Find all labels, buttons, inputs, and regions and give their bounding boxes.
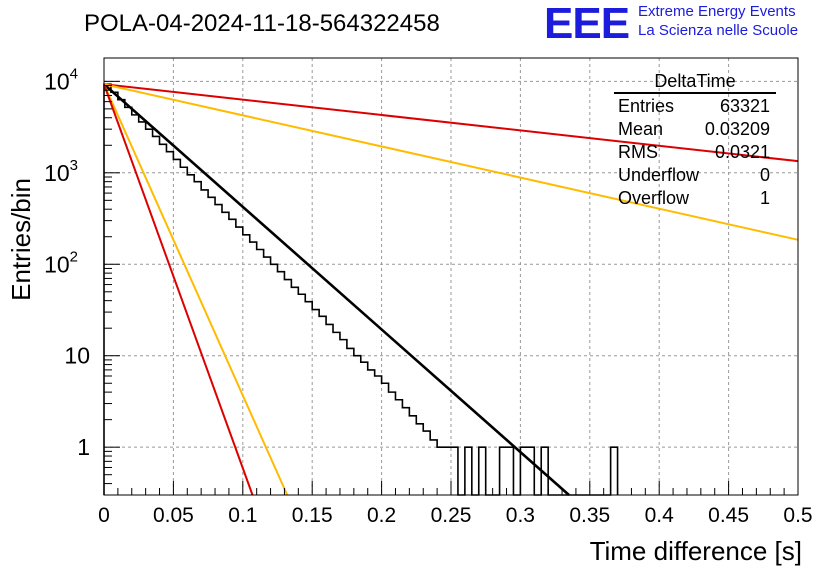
x-tick-label: 0.35 [569, 504, 610, 527]
stats-row-rms: RMS 0.0321 [610, 141, 780, 164]
stats-label: Entries [618, 96, 675, 116]
fit-line [103, 83, 799, 163]
fit-line [103, 83, 799, 241]
stats-label: Overflow [618, 188, 690, 208]
y-axis-label: Entries/bin [6, 178, 36, 301]
stats-box: DeltaTime Entries 63321 Mean 0.03209 RMS… [610, 70, 780, 210]
stats-label: Underflow [618, 165, 700, 185]
stats-row-entries: Entries 63321 [610, 95, 780, 118]
chart-title: POLA-04-2024-11-18-564322458 [84, 10, 440, 37]
stats-value: 0.03209 [704, 119, 770, 139]
y-axis-ticks: 1 10 102 103 104 [44, 65, 120, 496]
x-tick-label: 0.25 [431, 504, 472, 527]
fit-lines [103, 83, 799, 496]
x-tick-label: 0.05 [153, 504, 194, 527]
x-tick-label: 0.1 [228, 504, 257, 527]
stats-value: 0 [759, 165, 770, 185]
y-tick-label: 10 [64, 343, 90, 369]
x-tick-label: 0.15 [292, 504, 333, 527]
y-tick-label: 1 [77, 434, 90, 460]
x-tick-label: 0.5 [783, 504, 812, 527]
y-tick-label: 104 [44, 65, 78, 94]
histogram-bars [103, 83, 619, 496]
logo-subtitle-2: La Scienza nelle Scuole [638, 22, 799, 39]
logo-subtitle-1: Extreme Energy Events [638, 3, 796, 20]
x-axis-label: Time difference [s] [590, 536, 802, 566]
stats-label: RMS [618, 142, 658, 162]
y-tick-label: 103 [44, 157, 78, 186]
stats-row-underflow: Underflow 0 [610, 164, 780, 187]
x-tick-label: 0.3 [506, 504, 535, 527]
x-tick-label: 0.2 [367, 504, 396, 527]
stats-name: DeltaTime [614, 70, 776, 94]
x-tick-label: 0.4 [645, 504, 675, 527]
stats-label: Mean [618, 119, 664, 139]
grid-lines [104, 58, 798, 495]
stats-row-overflow: Overflow 1 [610, 187, 780, 210]
stats-value: 1 [759, 188, 770, 208]
eee-logo: EEE [544, 0, 630, 48]
x-tick-label: 0 [98, 504, 110, 527]
stats-value: 63321 [719, 96, 770, 116]
fit-line [103, 83, 289, 496]
fit-line [103, 83, 254, 496]
y-tick-label: 102 [44, 248, 78, 277]
x-tick-label: 0.45 [708, 504, 749, 527]
x-axis-ticks: 0 0.05 0.1 0.15 0.2 0.25 0.3 0.35 0.4 0.45 0.5 [98, 481, 813, 527]
fit-line [103, 83, 570, 496]
stats-row-mean: Mean 0.03209 [610, 118, 780, 141]
histogram-outline [103, 83, 619, 496]
stats-value: 0.0321 [714, 142, 770, 162]
